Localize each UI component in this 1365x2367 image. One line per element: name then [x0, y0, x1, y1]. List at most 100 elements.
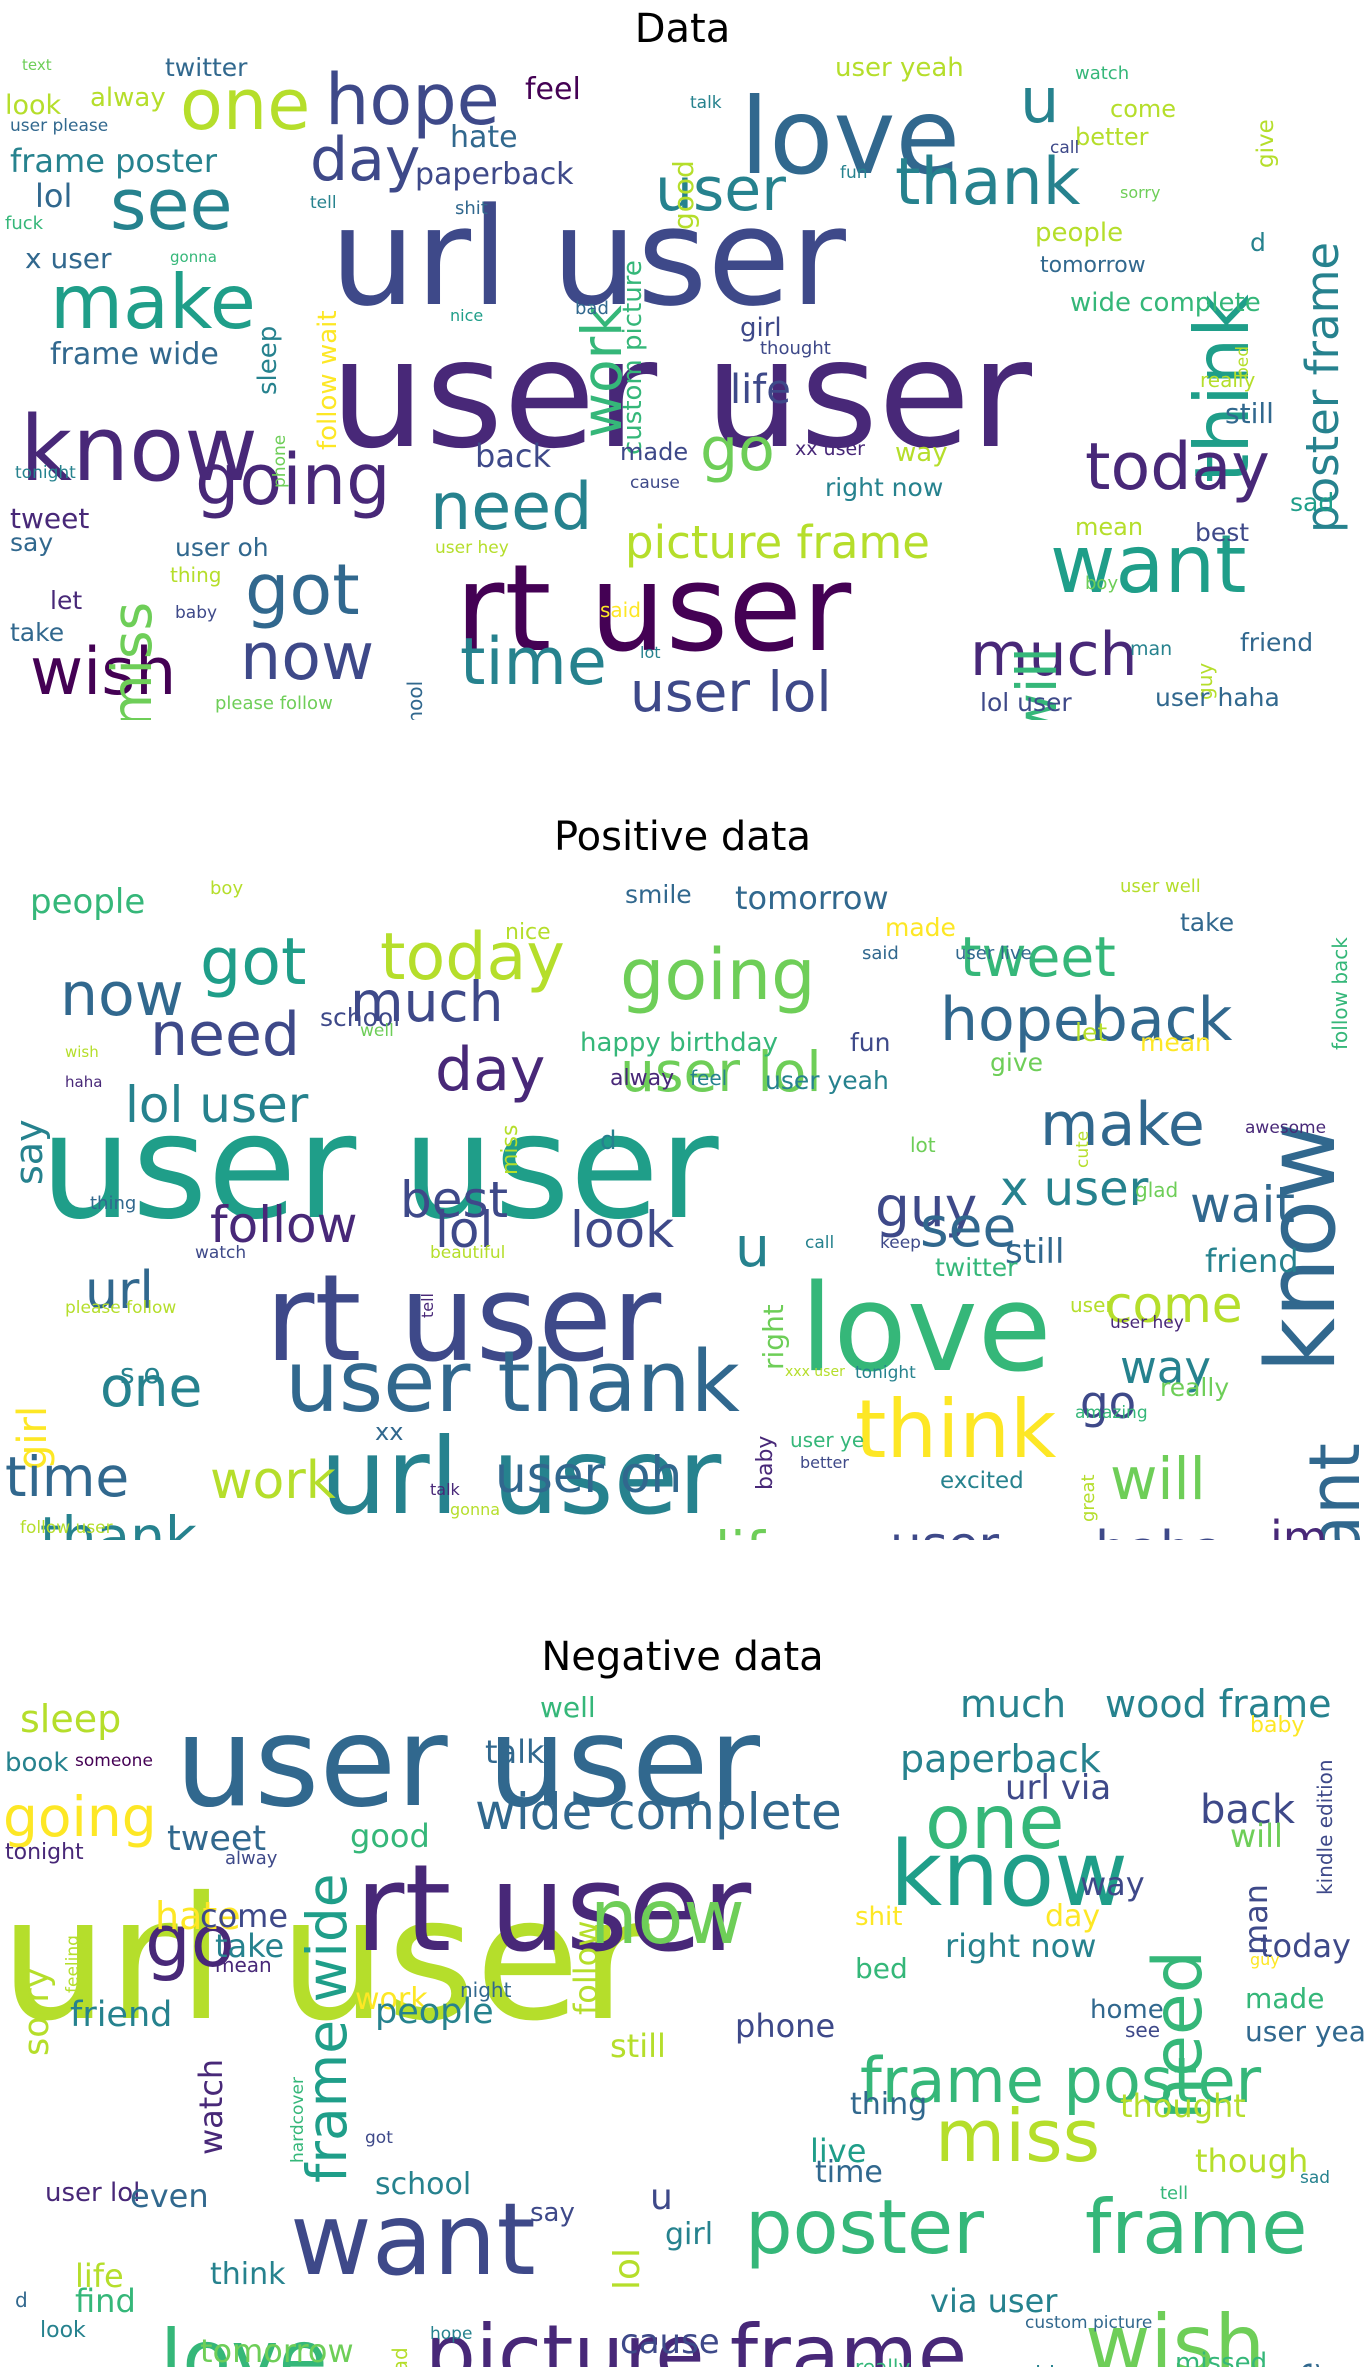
word-cloud-term: hate: [450, 120, 518, 155]
word-cloud-term: lol user: [980, 688, 1072, 717]
word-cloud-term: feeling: [63, 1934, 83, 1993]
word-cloud-term: tweet: [167, 1819, 267, 1859]
word-cloud-term: still: [610, 2027, 666, 2065]
word-cloud-term: really: [855, 2355, 911, 2367]
word-cloud-term: twitter: [165, 53, 248, 82]
word-cloud-term: give: [1253, 118, 1279, 168]
word-cloud-term: tonight: [15, 463, 76, 483]
panel-title-negative-data: Negative data: [541, 1634, 824, 1680]
panel-positive-data: Positive data user user rt user love url us…: [0, 810, 1365, 1580]
word-cloud-term: thought: [760, 338, 831, 359]
word-cloud-term: picture frame: [425, 2308, 968, 2367]
word-cloud-term: user thank: [285, 1333, 740, 1432]
word-cloud-term: friend: [70, 1995, 173, 2035]
word-cloud-term: gonna: [170, 248, 217, 266]
word-cloud-term: alway: [90, 83, 166, 113]
word-cloud-term: right now: [945, 1927, 1097, 1965]
word-cloud-term: custom picture: [1025, 2313, 1153, 2333]
word-cloud-term: work: [355, 1982, 428, 2017]
word-cloud-term: glad: [1135, 1178, 1179, 1202]
word-cloud-term: love: [740, 76, 961, 198]
word-cloud-term: wide complete: [475, 1783, 842, 1841]
word-cloud-term: lol: [435, 1201, 494, 1259]
word-cloud-term: think: [210, 2257, 286, 2292]
word-cloud-term: people: [30, 882, 146, 922]
word-cloud-term: tell: [418, 1292, 437, 1318]
word-cloud-term: sorry: [1120, 183, 1161, 202]
word-cloud-term: user user: [175, 1690, 761, 1835]
word-cloud-term: tomorrow: [735, 879, 889, 917]
word-cloud-term: miss: [498, 1124, 523, 1175]
panel-negative-data: Negative data user user url user rt user pi…: [0, 1630, 1365, 2367]
word-cloud-term: going: [3, 1785, 157, 1849]
word-cloud-term: still: [1225, 397, 1274, 430]
word-cloud-term: much: [350, 970, 504, 1034]
word-cloud-term: said: [1010, 2365, 1055, 2367]
word-cloud-term: hate: [155, 1894, 241, 1938]
word-cloud-term: friend: [1240, 628, 1314, 657]
word-cloud-term: twitter: [935, 1253, 1018, 1282]
word-cloud-term: call: [1050, 138, 1080, 158]
word-cloud-term: tomorrow: [1040, 253, 1146, 278]
panel-data: Data user user url user rt user love know thi…: [0, 0, 1365, 720]
word-cloud-term: going: [620, 934, 816, 1016]
word-cloud-term: rt user: [455, 540, 852, 679]
word-cloud-term: missed: [1175, 2348, 1268, 2367]
word-cloud-term: xxx user: [785, 1364, 845, 1380]
word-cloud-term: look: [5, 90, 62, 121]
word-cloud-term: paperback: [415, 157, 574, 192]
word-cloud-term: feel: [690, 1066, 728, 1090]
word-cloud-term: lol user: [125, 1076, 309, 1134]
word-cloud-term: better: [800, 1453, 849, 1472]
word-cloud-term: back: [1200, 1787, 1296, 1833]
word-cloud-term: take: [10, 618, 65, 647]
word-cloud-term: bad: [388, 2347, 412, 2367]
word-cloud-term: tell: [1160, 2183, 1189, 2204]
word-cloud-term: hardcover: [288, 2076, 308, 2163]
word-cloud-term: hope: [430, 2324, 473, 2344]
word-cloud-term: nice: [505, 920, 551, 945]
word-cloud-term: tonight: [5, 1840, 84, 1865]
word-cloud-term: fun: [840, 163, 868, 183]
word-cloud-term: great: [1078, 1474, 1099, 1522]
word-cloud-term: go: [145, 1899, 235, 1983]
word-cloud-term: tomorrow: [200, 2332, 354, 2367]
word-cloud-term: text: [22, 56, 52, 74]
word-cloud-term: say: [10, 528, 54, 557]
word-cloud-term: man: [1130, 638, 1173, 660]
word-cloud-term: url via: [1005, 1768, 1112, 1808]
word-cloud-term: day: [1045, 1899, 1101, 1934]
word-cloud-term: said: [600, 598, 641, 622]
word-cloud-term: go: [700, 415, 775, 485]
word-cloud-term: picture frame: [625, 516, 930, 569]
word-cloud-term: cause: [620, 2322, 720, 2362]
word-cloud-term: user well: [1120, 876, 1201, 897]
word-cloud-term: tell: [310, 193, 337, 213]
word-cloud-term: one: [180, 64, 311, 146]
word-cloud-term: awesome: [1245, 1118, 1327, 1138]
word-cloud-term: u: [735, 1215, 770, 1279]
word-cloud-term: wish: [1085, 2298, 1266, 2367]
word-cloud-term: boy: [210, 878, 244, 899]
word-cloud-term: guy: [875, 1175, 978, 1239]
word-cloud-term: im: [1270, 1511, 1328, 1540]
word-cloud-term: thing: [90, 1193, 137, 1214]
word-cloud-term: poster: [745, 2183, 984, 2271]
word-cloud-term: url user: [330, 179, 846, 336]
word-cloud-term: hopeback: [940, 985, 1233, 1055]
word-cloud-term: now: [590, 1873, 745, 1961]
word-cloud-term: know: [20, 397, 258, 502]
word-cloud-term: say: [7, 1119, 51, 1185]
word-cloud-term: boy: [1085, 573, 1119, 594]
word-cloud-term: use: [1292, 2362, 1327, 2367]
word-cloud-term: user oh: [175, 533, 269, 562]
word-cloud-term: bed: [855, 1952, 908, 1985]
word-cloud-term: let: [50, 586, 83, 615]
word-cloud-term: please follow: [215, 693, 333, 714]
word-cloud-term: well: [360, 1021, 394, 1041]
word-cloud-term: frame wide: [295, 1872, 359, 2183]
word-cloud-term: user lol: [620, 1040, 822, 1104]
word-cloud-term: kindle edition: [1313, 1759, 1337, 1895]
word-cloud-term: fuck: [5, 213, 44, 234]
word-cloud-term: phone: [270, 434, 290, 488]
